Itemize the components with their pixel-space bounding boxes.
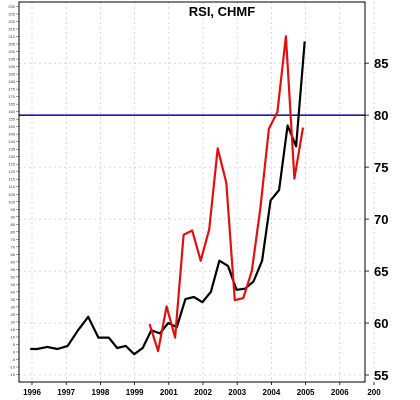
left-tick-label: 130 [8, 154, 15, 159]
left-tick-label: 50 [11, 274, 16, 279]
grid [19, 2, 375, 382]
left-tick-label: 105 [8, 192, 15, 197]
y-tick-label: 70 [374, 212, 388, 227]
chart-title: RSI, CHMF [189, 4, 256, 19]
x-tick-label: 2006 [331, 388, 349, 397]
series-layer [19, 35, 365, 356]
left-tick-label: 25 [11, 312, 16, 317]
left-tick-label: -5 [11, 357, 15, 362]
left-tick-label: 215 [8, 27, 15, 32]
left-tick-label: 30 [11, 304, 16, 309]
left-tick-label: 135 [8, 147, 15, 152]
left-axis: 2302252202152102052001951901851801751701… [8, 4, 19, 377]
y-tick-label: 65 [374, 264, 388, 279]
y-tick-label: 55 [374, 368, 388, 383]
left-tick-label: 5 [13, 342, 16, 347]
left-tick-label: 45 [11, 282, 16, 287]
left-tick-label: 220 [8, 19, 15, 24]
left-tick-label: 175 [8, 87, 15, 92]
left-tick-label: 205 [8, 42, 15, 47]
left-tick-label: 125 [8, 162, 15, 167]
left-tick-label: 150 [8, 124, 15, 129]
left-tick-label: 55 [11, 267, 16, 272]
plot-border [18, 1, 366, 383]
left-tick-label: 75 [11, 237, 16, 242]
left-tick-label: 65 [11, 252, 16, 257]
series-line-red [148, 35, 305, 353]
left-tick-label: -15 [9, 372, 16, 377]
y-tick-label: 85 [374, 56, 388, 71]
y-axis-right: 55 60 65 70 75 80 85 [365, 56, 388, 383]
left-tick-label: 100 [8, 199, 15, 204]
x-tick-label: 2004 [263, 388, 281, 397]
left-tick-label: 225 [8, 12, 15, 17]
left-tick-label: 145 [8, 132, 15, 137]
x-tick-label: 1998 [92, 388, 110, 397]
left-tick-label: 195 [8, 57, 15, 62]
left-tick-label: 160 [8, 109, 15, 114]
left-tick-label: 35 [11, 297, 16, 302]
x-axis: 1996 1997 1998 1999 2001 2002 2003 2004 2005 2006… [23, 382, 381, 397]
left-tick-label: 0 [13, 349, 16, 354]
x-tick-label: 2003 [228, 388, 246, 397]
left-tick-label: 210 [8, 34, 15, 39]
left-tick-label: 110 [9, 184, 16, 189]
x-tick-label: 2001 [160, 388, 178, 397]
left-tick-label: 190 [8, 64, 15, 69]
left-tick-label: 10 [11, 334, 16, 339]
left-tick-label: 80 [11, 229, 16, 234]
left-tick-label: 70 [11, 244, 16, 249]
x-tick-label: 1999 [126, 388, 144, 397]
left-tick-label: 95 [11, 207, 16, 212]
left-tick-label: 15 [11, 327, 16, 332]
plot-frame [18, 1, 366, 383]
x-tick-label: 2005 [297, 388, 315, 397]
x-tick-label: 1997 [57, 388, 75, 397]
left-tick-label: 180 [8, 79, 15, 84]
left-tick-label: 40 [11, 289, 16, 294]
left-tick-label: 120 [8, 169, 15, 174]
x-tick-label: 1996 [23, 388, 41, 397]
left-tick-label: 60 [11, 259, 16, 264]
left-tick-label: 155 [8, 117, 15, 122]
x-tick-label: 200 [367, 388, 381, 397]
x-tick-label: 2002 [194, 388, 212, 397]
left-tick-label: 185 [8, 72, 15, 77]
left-tick-label: 85 [11, 222, 16, 227]
left-tick-label: 20 [11, 319, 16, 324]
left-tick-label: 230 [8, 4, 15, 9]
left-tick-label: 170 [8, 94, 15, 99]
y-tick-label: 80 [374, 108, 388, 123]
y-tick-label: 60 [374, 316, 388, 331]
left-tick-label: 165 [8, 102, 15, 107]
left-tick-label: -10 [9, 364, 16, 369]
left-tick-label: 200 [8, 49, 15, 54]
left-tick-label: 140 [8, 139, 15, 144]
y-tick-label: 75 [374, 160, 388, 175]
left-tick-label: 115 [9, 177, 16, 182]
left-tick-label: 90 [11, 214, 16, 219]
